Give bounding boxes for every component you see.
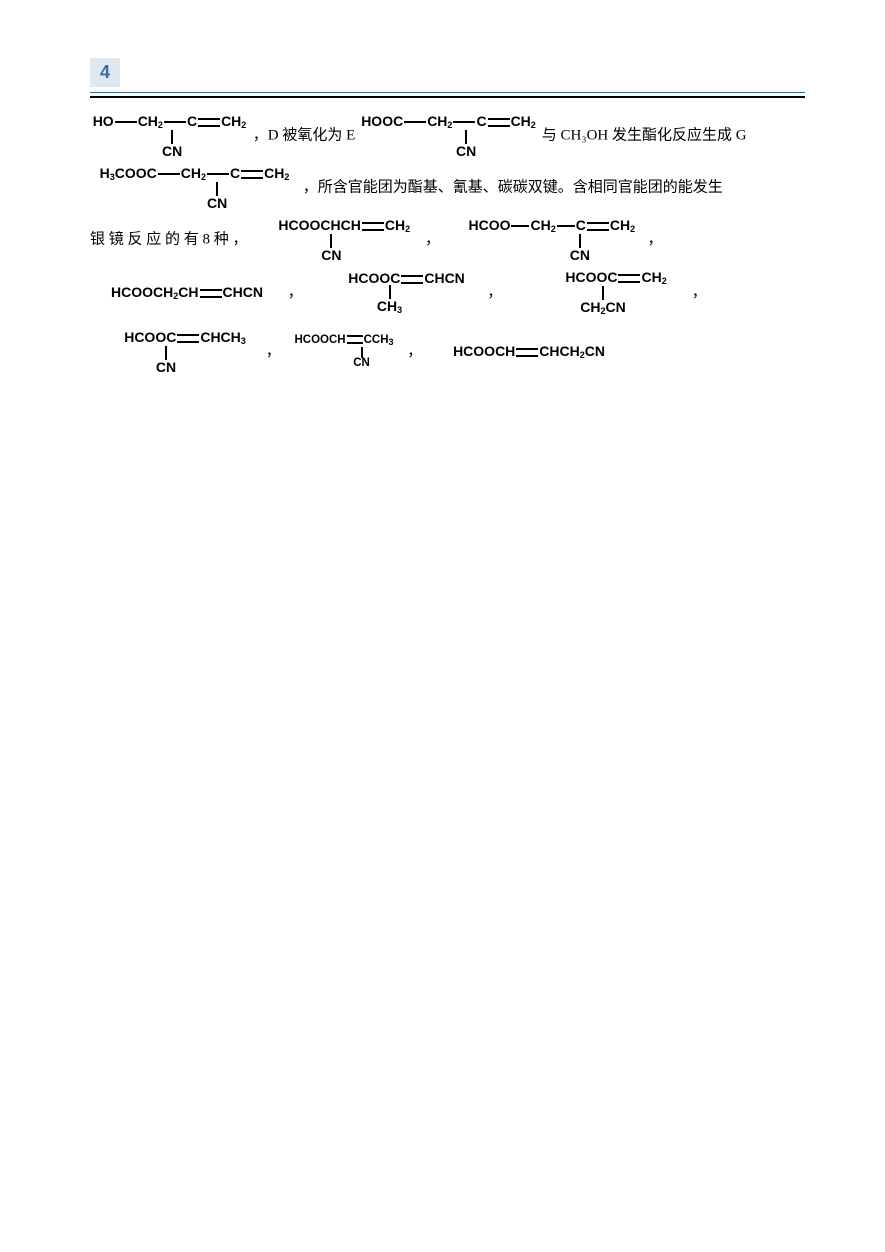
sep-7: ， xyxy=(407,343,422,359)
text-silver-mirror: 银 镜 反 应 的 有 8 种 ， xyxy=(90,231,248,247)
document-page: 4 HOCH2CCH2 CN ，D 被氧化为 E HOOCCH2CCH2 xyxy=(0,0,885,1252)
sep-4: ， xyxy=(487,284,502,300)
header-divider xyxy=(90,92,805,98)
structure-E: HOOCCH2CCH2 CN xyxy=(361,114,536,158)
paragraph-2: H3COOCCH2CCH2 CN ，所含官能团为酯基、氰基、碳碳双键。含相同官能… xyxy=(90,162,805,214)
isomer-4: HCOOCCHCN CH3 xyxy=(332,271,482,315)
structure-D: HOCH2CCH2 CN xyxy=(92,114,247,158)
isomer-8: HCOOCHCHCH2CN xyxy=(434,344,624,360)
sep-1: ， xyxy=(425,231,440,247)
page-number: 4 xyxy=(100,62,110,82)
page-number-badge: 4 xyxy=(90,58,120,87)
isomer-3: HCOOCH2CHCHCN xyxy=(92,285,282,301)
isomer-5: HCOOCCH2 CH2CN xyxy=(546,270,686,316)
isomer-7: HCOOCHCCH3 CN xyxy=(287,335,402,370)
body-content: HOCH2CCH2 CN ，D 被氧化为 E HOOCCH2CCH2 CN 与 … xyxy=(90,110,805,378)
paragraph-4: HCOOCH2CHCHCN ， HCOOCCHCN CH3 ， HCOOCCH2… xyxy=(90,266,805,320)
sep-6: ， xyxy=(266,343,281,359)
text-D-to-E: ，D 被氧化为 E xyxy=(253,127,356,143)
text-functional-groups: ，所含官能团为酯基、氰基、碳碳双键。含相同官能团的能发生 xyxy=(303,179,723,195)
sep-2: ， xyxy=(648,231,663,247)
text-E-to-G: 与 CH₃OH 发生酯化反应生成 G xyxy=(542,127,747,143)
isomer-1: HCOOCHCHCH2 CN xyxy=(269,218,419,262)
isomer-2: HCOOCH2CCH2 CN xyxy=(462,218,642,262)
paragraph-5: HCOOCCHCH3 CN ， HCOOCHCCH3 CN ， HCOOCHCH… xyxy=(90,326,805,378)
paragraph-1: HOCH2CCH2 CN ，D 被氧化为 E HOOCCH2CCH2 CN 与 … xyxy=(90,110,805,162)
sep-5: ， xyxy=(692,284,707,300)
sep-3: ， xyxy=(288,284,303,300)
structure-G: H3COOCCH2CCH2 CN xyxy=(92,166,297,210)
isomer-6: HCOOCCHCH3 CN xyxy=(110,330,260,374)
paragraph-3: 银 镜 反 应 的 有 8 种 ， HCOOCHCHCH2 CN ， HCOOC… xyxy=(90,214,805,266)
